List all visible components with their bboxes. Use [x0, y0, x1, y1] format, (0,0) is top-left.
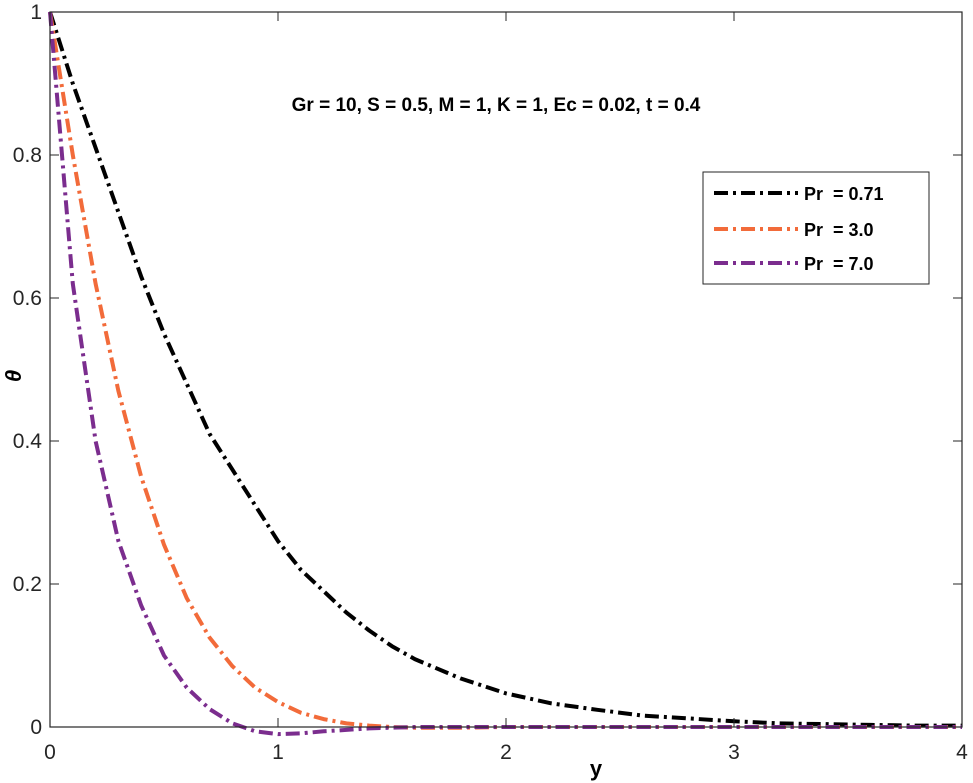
legend-label-1: Pr = 3.0	[804, 220, 874, 240]
series-line-0	[48, 11, 962, 728]
x-axis-title: y	[590, 756, 603, 781]
y-tick-label: 0.8	[13, 144, 42, 167]
annotation-text: Gr = 10, S = 0.5, M = 1, K = 1, Ec = 0.0…	[292, 95, 701, 116]
x-tick-label: 1	[272, 741, 284, 764]
x-tick-label: 3	[728, 741, 740, 764]
y-axis-title: θ	[1, 370, 26, 382]
x-tick-label: 0	[44, 741, 56, 764]
y-tick-label: 0.2	[13, 573, 42, 596]
y-tick-label: 0.4	[13, 430, 43, 453]
y-tick-label: 0	[30, 716, 42, 739]
legend-label-0: Pr = 0.71	[804, 184, 884, 204]
y-tick-label: 0.6	[13, 287, 42, 310]
x-tick-label: 2	[500, 741, 512, 764]
legend: Pr = 0.71 Pr = 3.0 Pr = 7.0	[702, 171, 930, 285]
legend-box	[702, 171, 930, 285]
x-tick-label: 4	[956, 741, 968, 764]
plot-frame	[49, 11, 963, 728]
y-tick-label: 1	[30, 1, 42, 24]
legend-label-2: Pr = 7.0	[804, 254, 874, 274]
plot-area	[50, 12, 962, 727]
